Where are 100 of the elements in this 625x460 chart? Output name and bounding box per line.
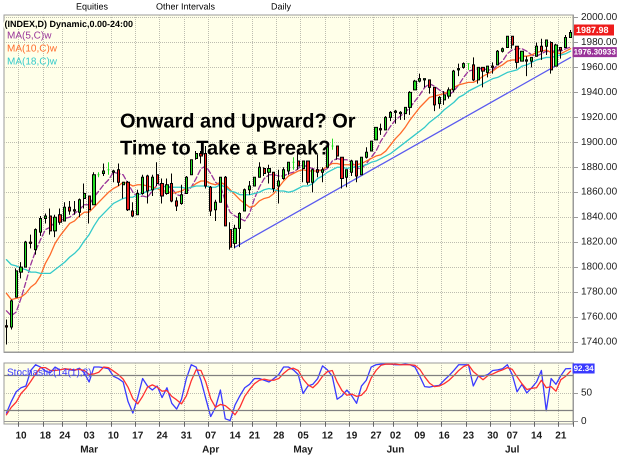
candlestick <box>112 169 115 183</box>
x-tick-label: 24 <box>59 430 71 442</box>
candlestick <box>433 86 436 112</box>
x-tick-label: 16 <box>438 430 450 442</box>
candlestick <box>496 49 499 66</box>
data-label: 1976.30933 <box>574 48 616 57</box>
candlestick <box>126 180 130 212</box>
candlestick <box>365 146 368 160</box>
candlestick <box>564 34 567 48</box>
x-tick-label: 21 <box>248 430 260 442</box>
candlestick <box>374 126 378 140</box>
y-tick-label: 1740.00 <box>581 336 618 348</box>
candlestick <box>535 42 538 57</box>
y-tick-label: 1940.00 <box>581 86 618 98</box>
text: MA(18,C)w <box>7 56 58 68</box>
text: Equities <box>76 2 109 12</box>
x-tick-label: 31 <box>180 430 192 442</box>
candlestick <box>5 319 8 346</box>
y-tick-label: 1880.00 <box>581 162 618 173</box>
candlestick <box>316 154 319 178</box>
candlestick <box>336 146 339 160</box>
candlestick <box>350 159 353 177</box>
text: Onward and Upward? Or Time to Take a Break? <box>120 110 362 160</box>
candlestick <box>457 63 460 77</box>
candlestick <box>83 183 86 209</box>
candlestick <box>423 78 426 88</box>
text: Other Intervals <box>156 2 216 12</box>
candlestick <box>360 156 363 176</box>
candlestick <box>219 176 222 203</box>
y-tick-label: 1800.00 <box>581 262 618 273</box>
candlestick <box>29 234 32 249</box>
candlestick <box>389 110 392 122</box>
candlestick <box>39 215 42 236</box>
x-tick-label: 18 <box>40 430 52 442</box>
x-tick-label: 30 <box>487 430 499 442</box>
y-tick-label: 1960.00 <box>581 62 618 73</box>
candlestick <box>107 162 110 176</box>
candlestick <box>136 189 139 216</box>
candlestick <box>428 79 431 94</box>
candlestick <box>151 174 154 196</box>
y-tick-label: 0 <box>581 416 587 428</box>
annotation: (INDEX,D) Dynamic,0.00-24:00 <box>4 19 134 29</box>
text: MA(5,C)w <box>7 30 52 42</box>
candlestick <box>540 38 543 60</box>
x-tick-label: 03 Mar <box>80 430 98 456</box>
y-tick-label: 1920.00 <box>581 112 618 123</box>
x-tick-label: 02 Jun <box>386 430 404 456</box>
candlestick <box>131 202 134 218</box>
x-tick-label: 21 <box>555 430 567 442</box>
candlestick <box>243 188 246 212</box>
candlestick <box>117 163 120 186</box>
candlestick <box>224 176 227 226</box>
x-tick-label: 10 <box>15 430 28 442</box>
candlestick <box>102 163 105 177</box>
x-tick-label: 09 <box>414 430 426 442</box>
candlestick <box>384 116 387 130</box>
y-tick-label: 1900.00 <box>581 136 618 148</box>
candlestick <box>287 162 290 176</box>
x-tick-label: 07 Apr <box>202 430 220 456</box>
candlestick <box>248 180 251 196</box>
candlestick <box>511 36 514 50</box>
candlestick <box>253 176 256 186</box>
x-tick-label: 27 <box>370 430 382 442</box>
candlestick <box>190 159 193 176</box>
y-tick-label: 1780.00 <box>581 286 618 298</box>
y-tick-label: 1760.00 <box>581 312 618 323</box>
candlestick <box>501 46 504 53</box>
x-tick-label: 10 <box>108 430 120 442</box>
candlestick <box>506 36 509 48</box>
y-tick-label: 2000.00 <box>581 12 618 23</box>
x-tick-label: 19 <box>346 430 358 442</box>
x-tick-label: 14 <box>229 430 242 442</box>
x-tick-label: 05 May <box>293 430 314 456</box>
text: MA(10,C)w <box>7 44 58 54</box>
candlestick <box>472 56 475 82</box>
x-tick-label: 07 Jul <box>504 430 520 456</box>
candlestick <box>44 212 47 224</box>
candlestick <box>68 200 71 216</box>
candlestick <box>462 62 465 70</box>
candlestick <box>258 162 261 178</box>
candlestick <box>185 176 188 194</box>
candlestick <box>530 56 533 68</box>
candlestick <box>321 166 324 183</box>
candlestick <box>277 169 280 204</box>
candlestick <box>175 196 178 212</box>
candlestick <box>481 66 485 88</box>
candlestick <box>467 63 470 70</box>
x-tick-label: 14 <box>530 430 543 442</box>
candlestick <box>34 228 37 256</box>
candlestick <box>545 39 548 56</box>
candlestick <box>180 184 183 206</box>
x-tick-label: 12 <box>322 430 334 442</box>
candlestick <box>340 156 344 189</box>
text: Daily <box>271 2 292 12</box>
data-label: 92.34 <box>574 364 594 374</box>
y-tick-label: 1840.00 <box>581 212 618 223</box>
candlestick <box>569 29 572 38</box>
candlestick <box>73 200 76 216</box>
candlestick <box>491 62 494 74</box>
candlestick <box>146 174 149 204</box>
